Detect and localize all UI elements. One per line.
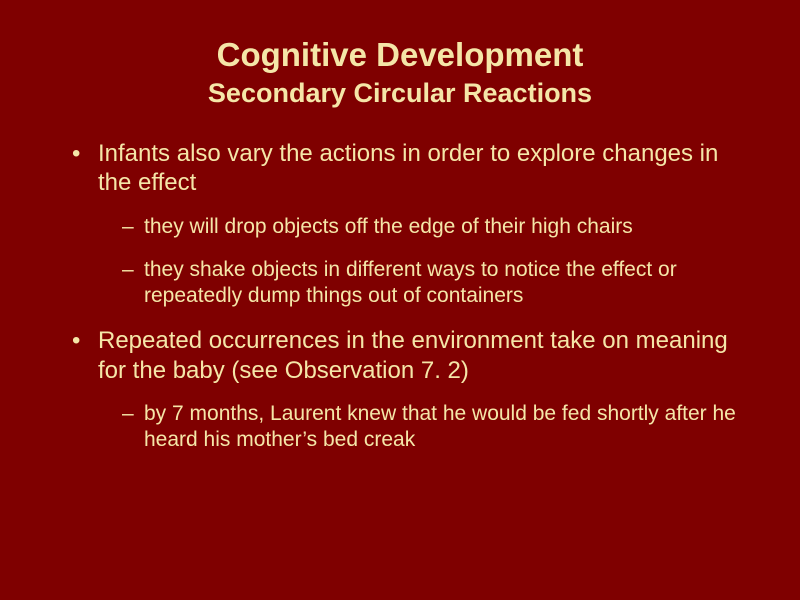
sub-bullet-text: by 7 months, Laurent knew that he would … (144, 402, 736, 451)
slide-subtitle: Secondary Circular Reactions (50, 78, 750, 109)
sub-bullet-list: by 7 months, Laurent knew that he would … (98, 401, 750, 452)
sub-bullet-text: they shake objects in different ways to … (144, 258, 677, 307)
bullet-text: Repeated occurrences in the environment … (98, 327, 728, 383)
list-item: they will drop objects off the edge of t… (122, 214, 750, 240)
list-item: they shake objects in different ways to … (122, 257, 750, 308)
bullet-text: Infants also vary the actions in order t… (98, 140, 718, 196)
slide-title: Cognitive Development (50, 36, 750, 74)
sub-bullet-text: they will drop objects off the edge of t… (144, 215, 633, 238)
list-item: by 7 months, Laurent knew that he would … (122, 401, 750, 452)
bullet-list: Infants also vary the actions in order t… (50, 139, 750, 452)
list-item: Repeated occurrences in the environment … (78, 326, 750, 452)
list-item: Infants also vary the actions in order t… (78, 139, 750, 308)
sub-bullet-list: they will drop objects off the edge of t… (98, 214, 750, 309)
